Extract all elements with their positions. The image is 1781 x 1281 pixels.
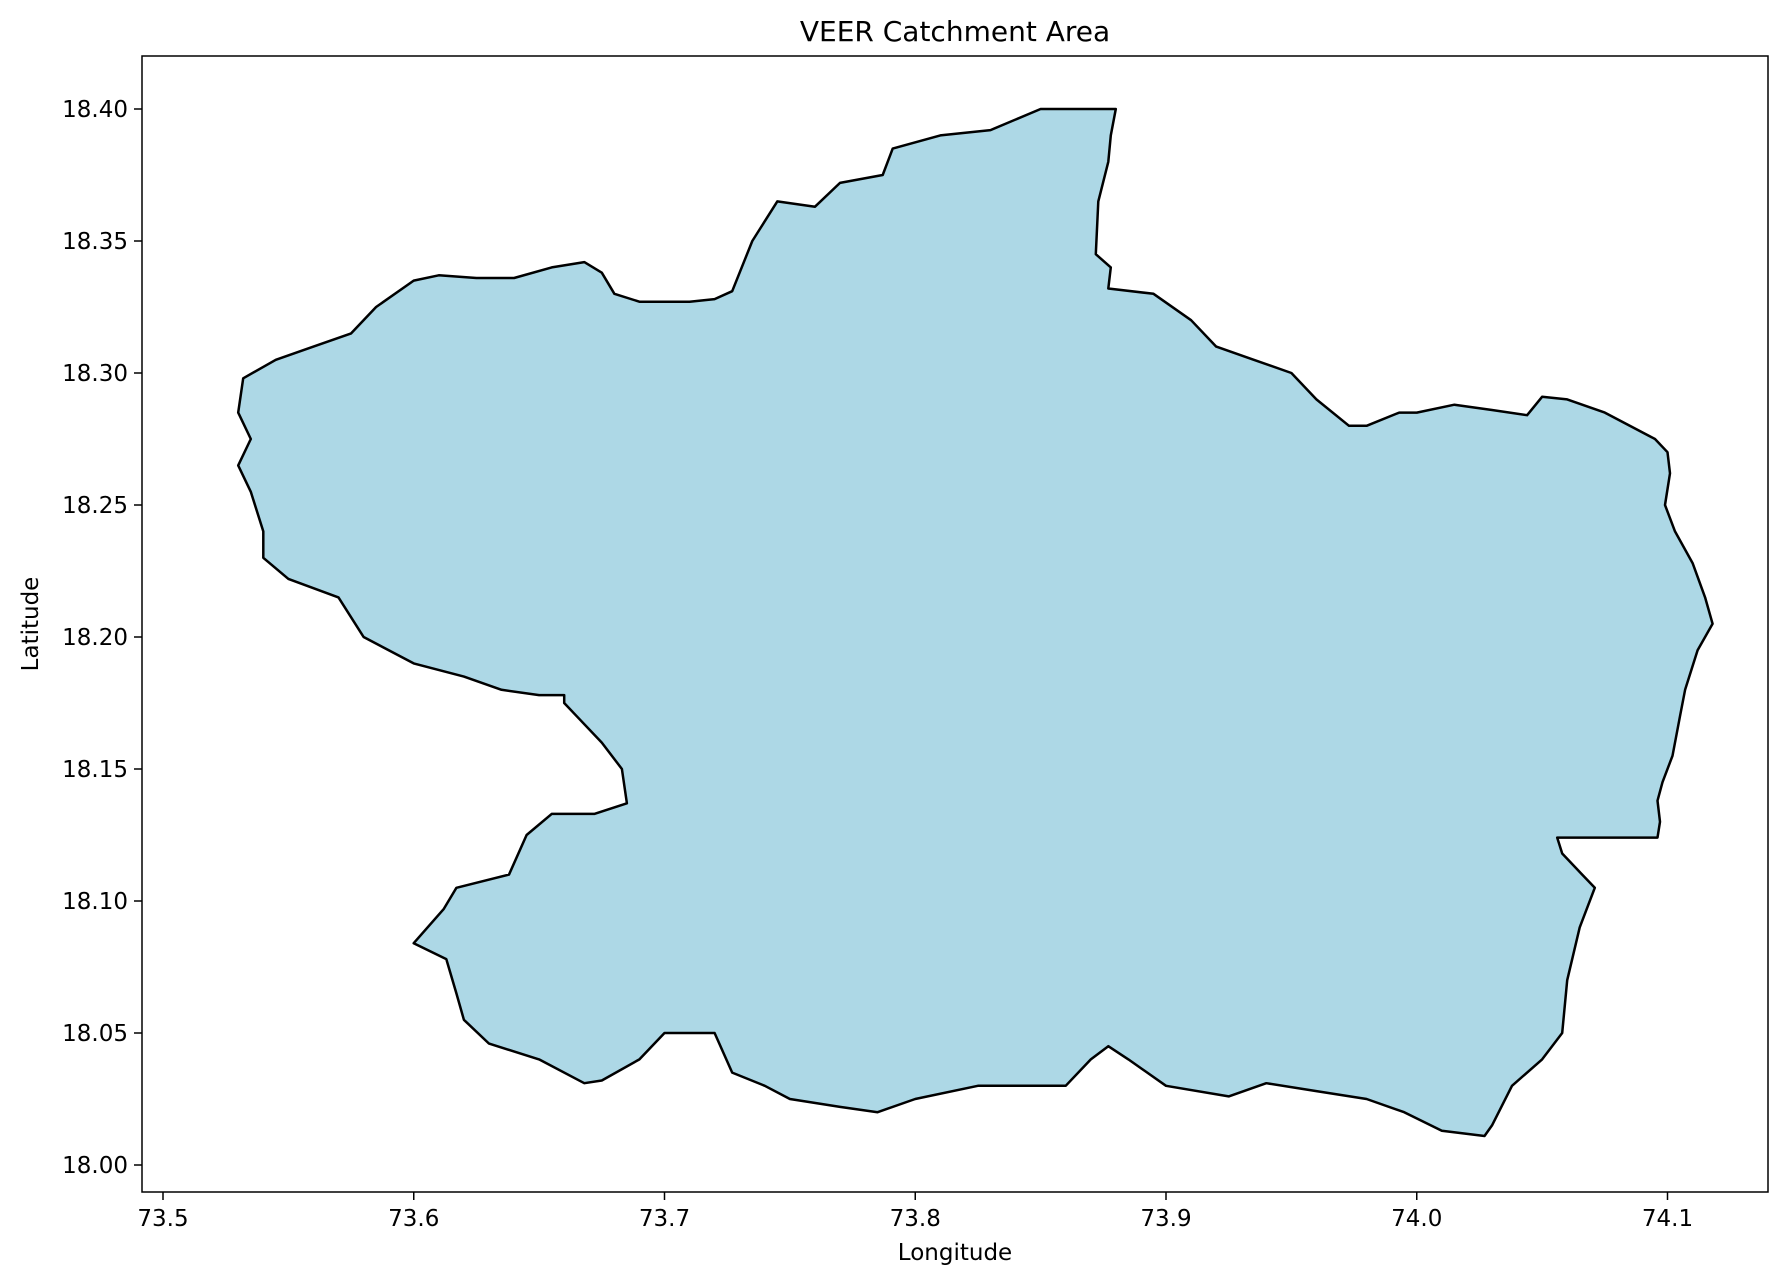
x-tick-label: 73.8	[890, 1206, 941, 1232]
y-tick-label: 18.05	[62, 1021, 128, 1047]
y-tick-label: 18.25	[62, 493, 128, 519]
x-tick-label: 73.5	[137, 1206, 188, 1232]
y-tick-label: 18.40	[62, 97, 128, 123]
x-tick-label: 73.6	[388, 1206, 439, 1232]
y-axis-label: Latitude	[18, 577, 44, 672]
y-tick-label: 18.10	[62, 889, 128, 915]
y-tick-label: 18.30	[62, 361, 128, 387]
x-tick-label: 73.9	[1140, 1206, 1191, 1232]
chart-title: VEER Catchment Area	[800, 15, 1110, 48]
x-tick-label: 74.0	[1391, 1206, 1442, 1232]
catchment-region	[236, 107, 1714, 1138]
y-tick-label: 18.35	[62, 229, 128, 255]
x-tick-label: 73.7	[639, 1206, 690, 1232]
y-tick-label: 18.20	[62, 625, 128, 651]
y-tick-label: 18.15	[62, 757, 128, 783]
x-axis-label: Longitude	[898, 1240, 1012, 1266]
x-axis: 73.5 73.6 73.7 73.8 73.9 74.0 74.1	[137, 1192, 1693, 1232]
plot-area	[141, 55, 1769, 1193]
x-tick-label: 74.1	[1642, 1206, 1693, 1232]
axes-frame	[141, 55, 1769, 1193]
y-axis: 18.00 18.05 18.10 18.15 18.20 18.25 18.30 18.35…	[62, 97, 142, 1179]
y-tick-label: 18.00	[62, 1153, 128, 1179]
